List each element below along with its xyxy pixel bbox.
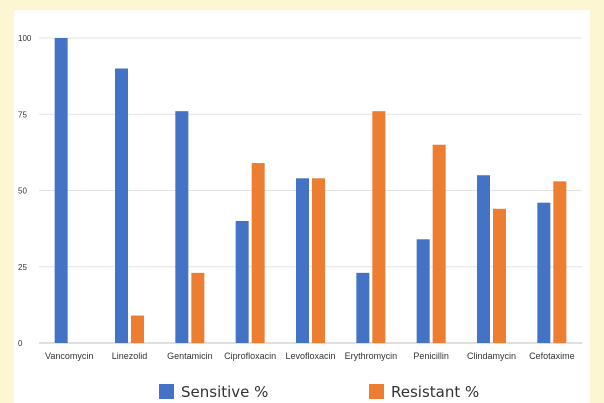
y-tick-label: 100 (18, 34, 32, 43)
chart-frame: 0 25 50 75 100 Vancomycin Linezolid Gentamicin… (14, 10, 590, 403)
x-category-label: Clindamycin (467, 351, 516, 361)
legend-swatch (159, 384, 174, 399)
y-tick-label: 50 (18, 187, 27, 196)
bar-sensitive-clindamycin (477, 175, 490, 343)
bar-resistant-ciprofloxacin (251, 163, 265, 343)
x-category-label: Cefotaxime (529, 351, 575, 361)
x-category-label: Linezolid (112, 351, 148, 361)
x-category-label: Erythromycin (345, 351, 398, 361)
bar-resistant-levofloxacin (312, 178, 325, 343)
x-category-label: Levofloxacin (285, 351, 335, 361)
y-tick-label: 75 (18, 110, 27, 119)
bar-resistant-penicillin (432, 144, 446, 343)
x-axis-labels: Vancomycin Linezolid Gentamicin Ciprofloxac… (45, 351, 575, 361)
y-tick-label: 25 (18, 263, 27, 272)
bar-resistant-cefotaxime (553, 181, 567, 343)
legend-label: Resistant % (391, 383, 479, 401)
x-category-label: Gentamicin (167, 351, 213, 361)
gridlines (39, 37, 582, 344)
bar-sensitive-cefotaxime (537, 202, 551, 343)
y-tick-label: 0 (18, 339, 23, 348)
bar-resistant-gentamicin (191, 272, 205, 343)
bars (54, 38, 567, 343)
bar-sensitive-gentamicin (175, 111, 189, 343)
bar-sensitive-levofloxacin (296, 178, 309, 343)
x-category-label: Ciprofloxacin (224, 351, 276, 361)
x-category-label: Vancomycin (45, 351, 93, 361)
bar-sensitive-vancomycin (54, 38, 68, 343)
legend-label: Sensitive % (181, 383, 268, 401)
legend: Sensitive % Resistant % (159, 383, 479, 401)
x-category-label: Penicillin (413, 351, 449, 361)
bar-chart: 0 25 50 75 100 Vancomycin Linezolid Gentamicin… (18, 34, 582, 401)
bar-sensitive-linezolid (115, 68, 128, 343)
bar-sensitive-ciprofloxacin (235, 221, 249, 343)
bar-sensitive-erythromycin (356, 272, 370, 343)
bar-resistant-clindamycin (493, 208, 506, 343)
bar-resistant-linezolid (131, 315, 144, 343)
bar-resistant-erythromycin (372, 111, 386, 343)
y-axis-ticks: 0 25 50 75 100 (18, 34, 32, 348)
legend-swatch (369, 384, 384, 399)
bar-sensitive-penicillin (416, 239, 430, 343)
